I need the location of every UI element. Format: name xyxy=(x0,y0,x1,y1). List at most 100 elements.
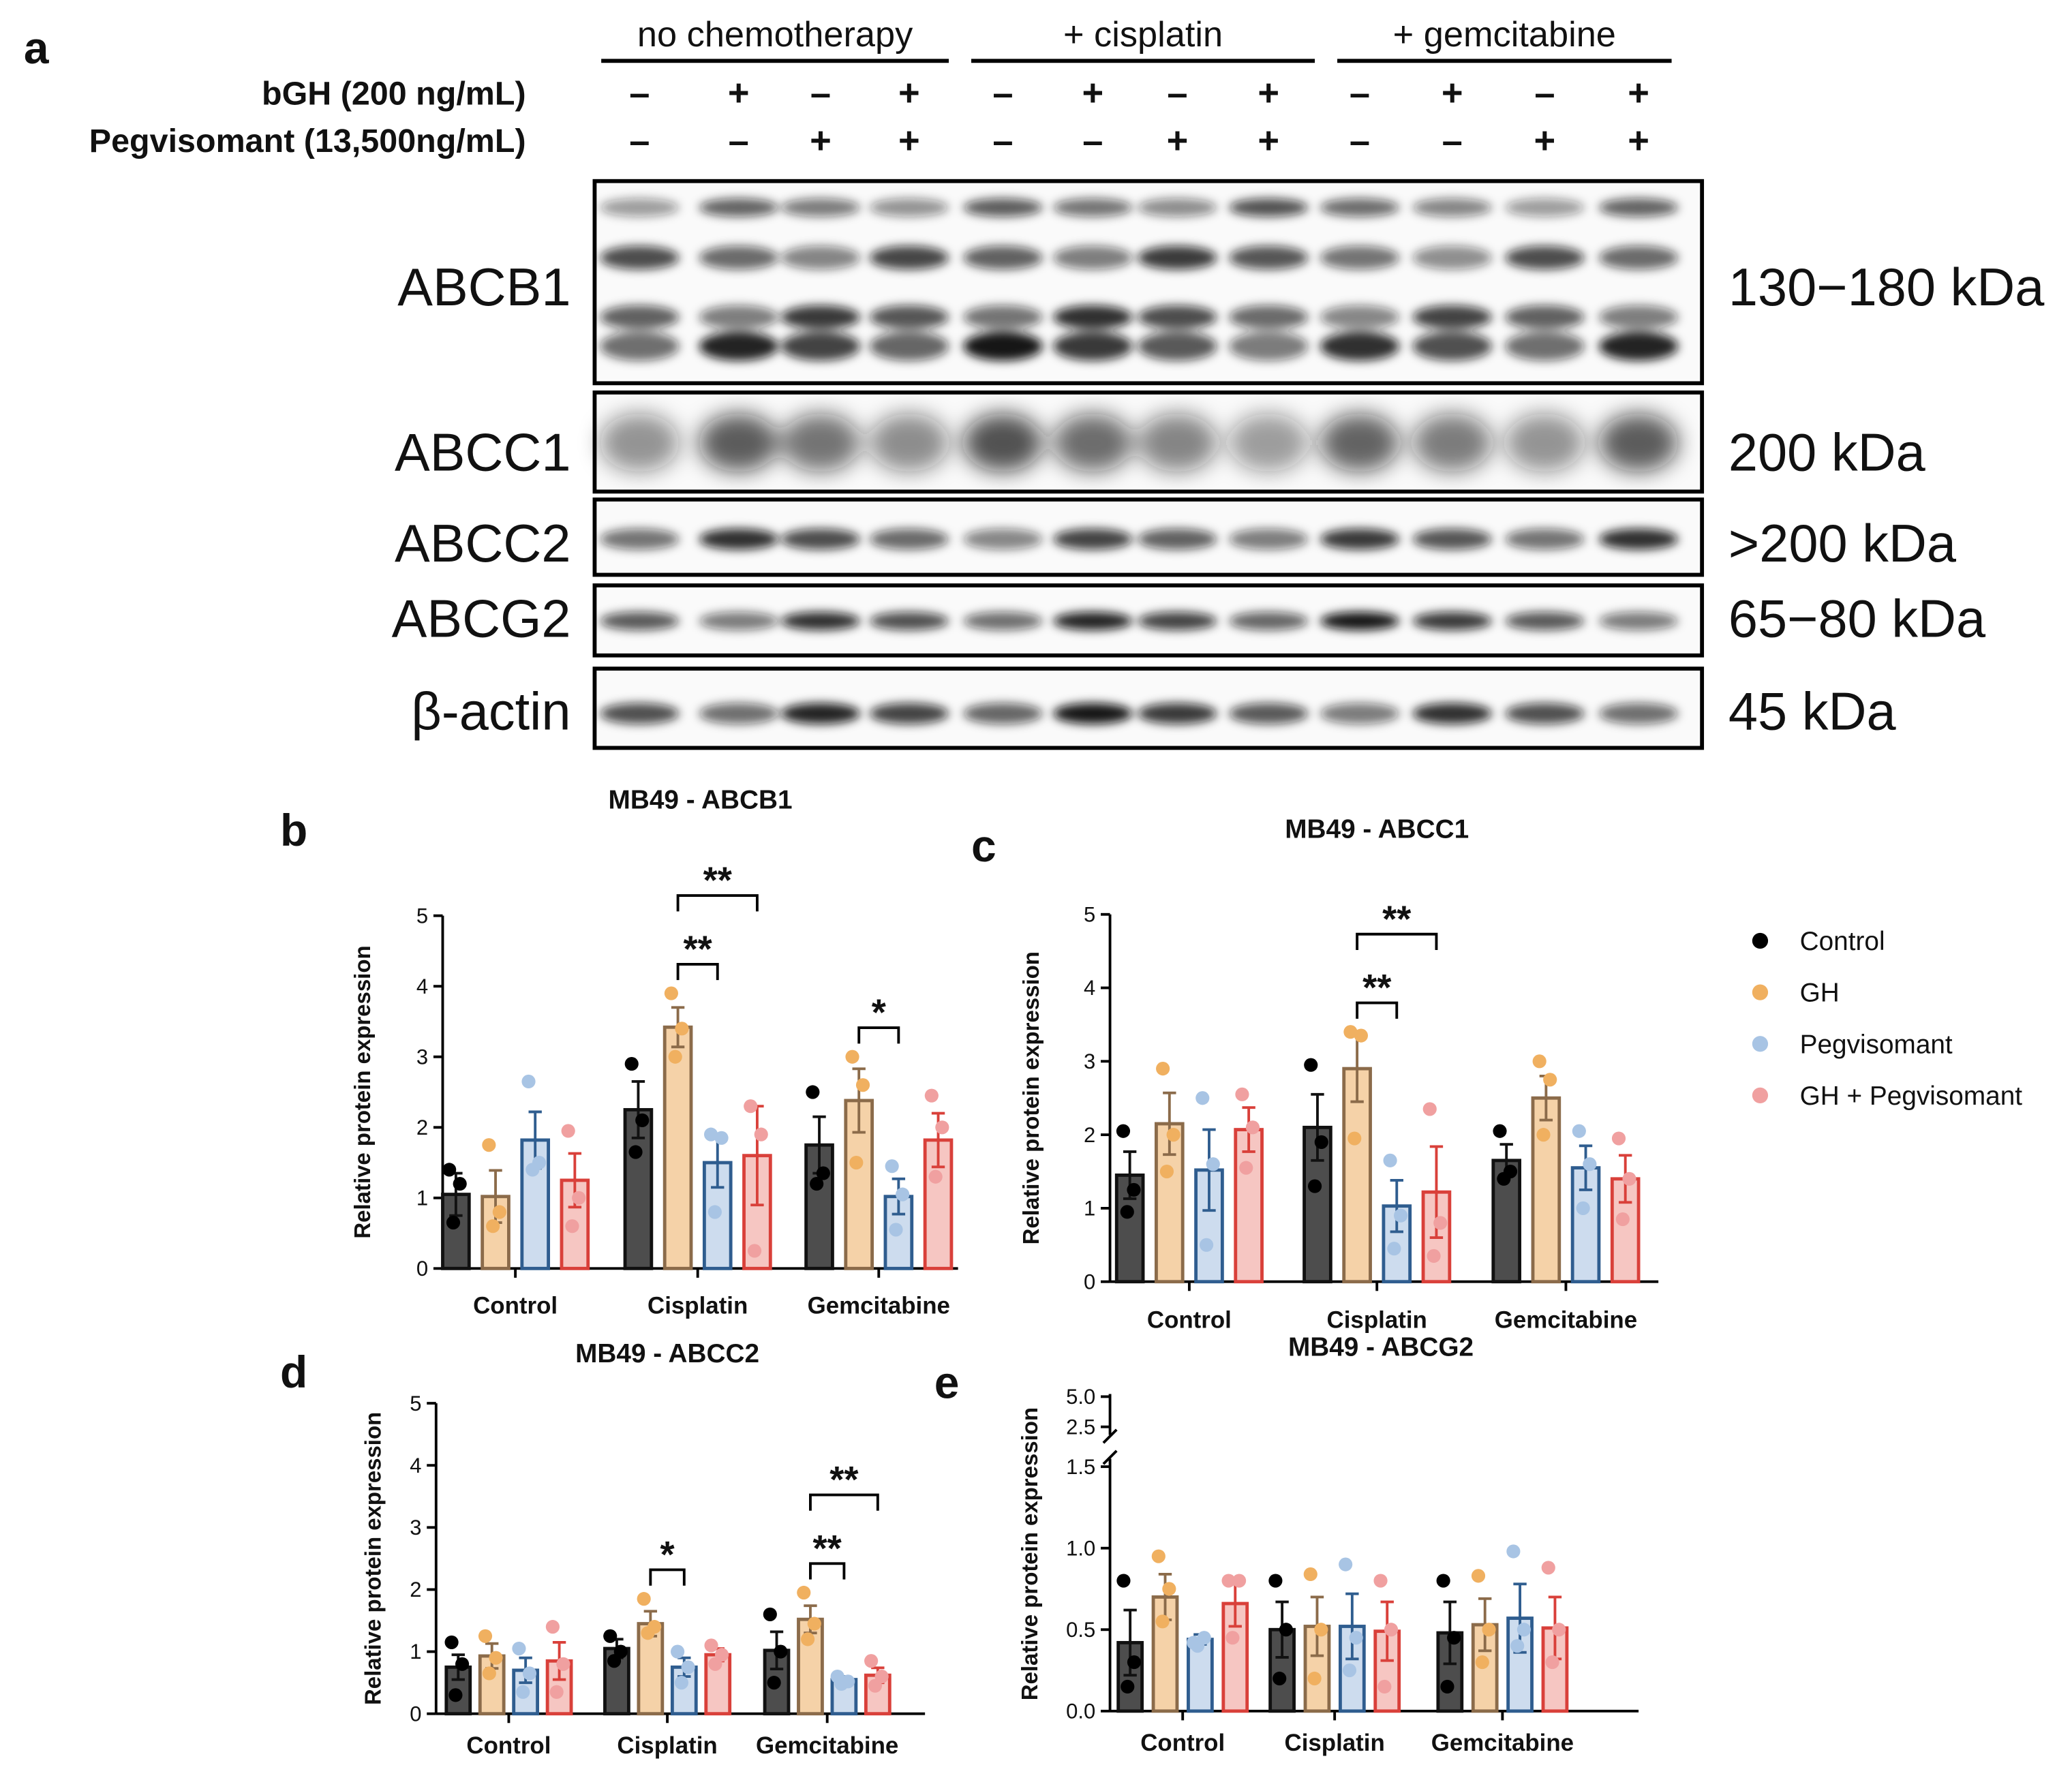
data-point xyxy=(1482,1623,1496,1637)
data-point xyxy=(556,1657,570,1671)
data-point xyxy=(1268,1574,1283,1588)
blot-band xyxy=(1053,413,1133,472)
data-point xyxy=(674,1676,689,1690)
group-label: no chemotherapy xyxy=(637,15,913,55)
y-axis-label: Relative protein expression xyxy=(350,945,375,1238)
data-point xyxy=(478,1629,493,1643)
data-point xyxy=(849,1155,864,1170)
data-point xyxy=(1190,1639,1205,1653)
data-point xyxy=(637,1592,651,1606)
chart-title: MB49 - ABCC2 xyxy=(575,1339,759,1368)
blot-band xyxy=(780,305,861,329)
blot-band xyxy=(1598,413,1679,472)
bar xyxy=(923,1138,954,1270)
data-point xyxy=(671,1644,685,1659)
legend-label: Control xyxy=(1800,927,1885,956)
blot-band xyxy=(780,528,861,550)
blot-name: ABCC2 xyxy=(395,515,571,573)
data-point xyxy=(797,1585,811,1600)
treatment-sign: – xyxy=(1167,72,1187,114)
bar xyxy=(1234,1128,1264,1284)
significance-label: * xyxy=(872,992,887,1033)
data-point xyxy=(864,1654,879,1668)
data-point xyxy=(708,1657,722,1671)
blot-band xyxy=(1598,331,1679,361)
blot-size: >200 kDa xyxy=(1728,515,1957,573)
x-tick-label: Control xyxy=(473,1292,558,1319)
y-tick-label: 2 xyxy=(416,1116,428,1139)
y-tick-label: 1.0 xyxy=(1066,1536,1095,1560)
blot-band xyxy=(600,413,680,472)
x-tick-label: Cisplatin xyxy=(617,1732,717,1759)
data-point xyxy=(1447,1631,1461,1645)
blot-size: 130−180 kDa xyxy=(1728,258,2045,317)
blot-name: β-actin xyxy=(411,682,570,741)
data-point xyxy=(855,1078,870,1092)
treatment-sign: + xyxy=(1258,120,1279,162)
data-point xyxy=(453,1177,467,1191)
blot-band xyxy=(1053,703,1133,724)
significance-label: * xyxy=(660,1534,675,1576)
data-point xyxy=(1349,1631,1363,1645)
data-point xyxy=(482,1666,496,1681)
chart-title: MB49 - ABCB1 xyxy=(609,786,793,815)
blot-band xyxy=(869,331,949,361)
significance-bracket xyxy=(857,1026,900,1044)
data-point xyxy=(763,1607,777,1621)
data-point xyxy=(1383,1153,1397,1167)
data-point xyxy=(521,1074,536,1089)
blot-band xyxy=(1412,198,1492,217)
data-point xyxy=(1536,1128,1551,1142)
data-point xyxy=(889,1223,903,1237)
y-tick-label: 0.5 xyxy=(1066,1618,1095,1642)
data-point xyxy=(1611,1131,1626,1146)
blot-band xyxy=(699,305,778,329)
blot-band xyxy=(600,198,680,217)
data-point xyxy=(572,1191,586,1205)
error-bar xyxy=(631,1080,645,1139)
significance-bracket xyxy=(809,1562,846,1580)
data-point xyxy=(549,1685,564,1699)
y-tick-label: 0 xyxy=(410,1702,421,1726)
treatment-sign: – xyxy=(729,120,749,162)
y-tick-label: 0.0 xyxy=(1066,1699,1095,1723)
data-point xyxy=(525,1163,540,1177)
data-point xyxy=(1384,1623,1399,1637)
blot-band xyxy=(600,528,680,550)
data-point xyxy=(1245,1120,1260,1135)
bar xyxy=(1531,1096,1561,1284)
data-point xyxy=(1225,1631,1240,1645)
data-point xyxy=(896,1187,910,1201)
data-point xyxy=(754,1127,768,1141)
blot-band xyxy=(780,331,861,361)
blot-band xyxy=(1138,331,1217,361)
blot-band xyxy=(1320,198,1400,217)
blot-band xyxy=(1412,413,1492,472)
x-tick-label: Control xyxy=(466,1732,551,1759)
data-point xyxy=(1151,1549,1166,1563)
blot-band xyxy=(1053,245,1133,270)
data-point xyxy=(1343,1025,1358,1039)
y-tick-label: 5.0 xyxy=(1066,1385,1095,1409)
data-point xyxy=(607,1654,622,1668)
blot-size: 65−80 kDa xyxy=(1728,590,1986,649)
treatment-sign: + xyxy=(728,72,750,114)
blot-band xyxy=(963,305,1043,329)
data-point xyxy=(807,1616,821,1631)
y-tick-label: 1 xyxy=(1084,1197,1095,1221)
blot-band xyxy=(1053,611,1133,630)
data-point xyxy=(1543,1073,1557,1087)
data-point xyxy=(1162,1582,1176,1596)
data-point xyxy=(744,1099,758,1114)
y-tick-label: 0 xyxy=(416,1257,428,1281)
significance-label: ** xyxy=(829,1459,859,1501)
data-point xyxy=(1422,1102,1437,1116)
data-point xyxy=(1155,1614,1170,1629)
bar xyxy=(1570,1166,1601,1284)
blot-band xyxy=(1320,245,1400,270)
data-point xyxy=(1510,1639,1525,1653)
legend-marker xyxy=(1752,984,1769,1000)
y-tick-label: 1 xyxy=(410,1640,421,1664)
data-point xyxy=(1195,1091,1210,1105)
